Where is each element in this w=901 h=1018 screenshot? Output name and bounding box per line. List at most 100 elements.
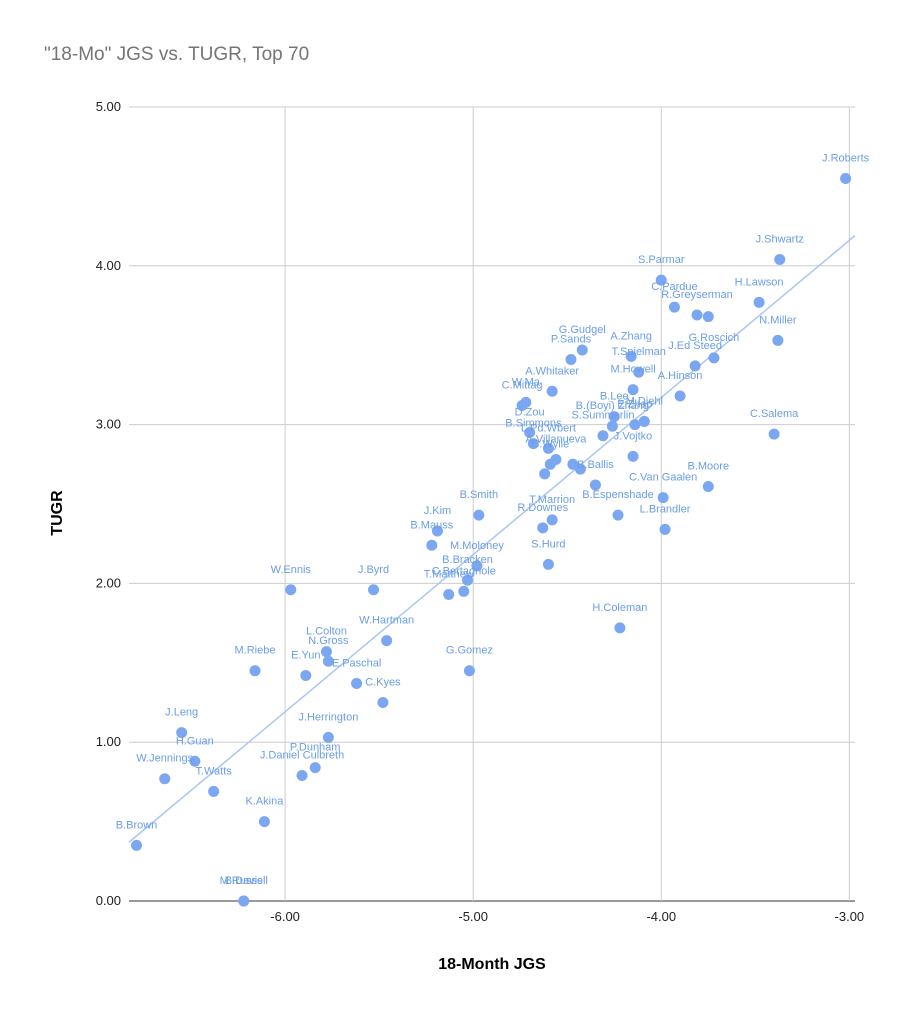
data-point <box>537 522 549 534</box>
data-point-label: B.Lee <box>600 391 629 403</box>
data-point-label: M.Diehl <box>626 395 663 407</box>
data-point-label: C.Van Gaalen <box>629 472 697 484</box>
data-point <box>659 523 671 535</box>
data-point <box>633 366 645 378</box>
data-point-label: L.Brandler <box>640 503 691 515</box>
data-point-label: G.Gomez <box>446 645 493 657</box>
data-point <box>463 665 475 677</box>
data-point-label: T.Watts <box>196 765 233 777</box>
data-point <box>368 584 380 596</box>
data-point-label: S.Hurd <box>531 538 565 550</box>
data-point-label: C.Kyes <box>365 677 401 689</box>
data-point <box>249 665 261 677</box>
gridlines <box>129 106 855 902</box>
data-point-label: B.Moore <box>688 461 730 473</box>
data-point-label: N.Miller <box>759 314 797 326</box>
data-point <box>691 309 703 321</box>
data-point-label: K.Akina <box>245 796 284 808</box>
data-point-label: P.Dunham <box>290 742 341 754</box>
data-point-label: B.Ballis <box>577 459 614 471</box>
data-point-label: J.Herrington <box>298 711 358 723</box>
trendline-layer <box>128 235 856 843</box>
data-point-label: J.Byrd <box>358 564 389 576</box>
data-point <box>655 274 667 286</box>
data-point-label: J.Ed Steed <box>668 340 722 352</box>
data-point <box>189 755 201 767</box>
data-point <box>542 558 554 570</box>
data-point <box>238 895 250 907</box>
data-point <box>539 468 551 480</box>
data-point-label: P.Sands <box>551 333 592 345</box>
data-point <box>708 352 720 364</box>
data-point <box>309 762 321 774</box>
y-tick-label: 4.00 <box>96 258 121 273</box>
data-point-label: M.Russell <box>220 875 268 887</box>
trendline <box>128 235 856 843</box>
data-point <box>589 479 601 491</box>
data-point <box>576 344 588 356</box>
chart-title: "18-Mo" JGS vs. TUGR, Top 70 <box>44 44 310 65</box>
data-point-label: E.Zhao <box>617 399 652 411</box>
data-point-label: T.Marrion <box>529 494 575 506</box>
data-point-label: J.Vojtko <box>614 430 653 442</box>
data-point-label: R.Greyserman <box>661 289 733 301</box>
data-point <box>606 420 618 432</box>
data-point <box>565 353 577 365</box>
data-point <box>296 770 308 782</box>
data-point-label: A.Zhang <box>610 330 652 342</box>
data-point-label: S.Summerlin <box>571 410 634 422</box>
data-point-label: A.Hinson <box>658 370 703 382</box>
data-point <box>377 697 389 708</box>
data-point-label: A.Villanueva <box>525 434 587 446</box>
data-point <box>473 509 485 521</box>
data-point <box>546 514 558 526</box>
data-point <box>627 450 639 462</box>
data-point-label: A.Whitaker <box>525 365 579 377</box>
data-point <box>629 419 641 431</box>
data-point-label: T.Spielman <box>611 346 665 358</box>
data-point <box>627 384 639 396</box>
data-point-label: M.Riebe <box>235 645 276 657</box>
data-point-label: H.Guan <box>176 735 214 747</box>
data-point <box>674 390 686 402</box>
data-point-label: C.Bertagnole <box>432 565 496 577</box>
data-point-label: L.Pd.Wbert <box>521 422 576 434</box>
data-point-label: B.(Boyi) Zhang <box>576 400 649 412</box>
data-point-label: H.Lawson <box>735 276 784 288</box>
data-point-label: J.Leng <box>165 707 198 719</box>
data-point <box>612 509 624 521</box>
data-point <box>431 525 443 537</box>
data-point-label: B.Bracken <box>442 554 493 566</box>
data-point-label: S.Parmar <box>638 254 685 266</box>
data-point <box>159 773 171 785</box>
data-point-label: J.Shwartz <box>756 233 804 245</box>
data-point <box>614 622 626 634</box>
tick-labels: 0.00 1.00 2.00 3.00 4.00 5.00 -6.00 -5.00 -4.00 -… <box>96 99 864 924</box>
point-labels-layer: J.Roberts J.Shwartz H.Lawson N.Miller C.Sale… <box>116 152 870 887</box>
points-layer <box>131 172 852 907</box>
data-point-label: G.Roscich <box>689 332 740 344</box>
data-point <box>208 785 220 797</box>
data-point <box>285 584 297 596</box>
data-point-label: H.Coleman <box>592 602 647 614</box>
data-point-label: E.Paschal <box>332 657 382 669</box>
x-tick-label: -4.00 <box>646 909 676 924</box>
data-point <box>300 670 312 682</box>
data-point-label: M.Moloney <box>450 540 504 552</box>
data-point <box>351 677 363 689</box>
y-tick-label: 2.00 <box>96 575 121 590</box>
y-tick-label: 1.00 <box>96 734 121 749</box>
y-axis-title: TUGR <box>49 490 66 536</box>
data-point <box>381 635 393 647</box>
data-point <box>443 589 455 601</box>
data-point-label: B.Mauss <box>410 519 453 531</box>
data-point <box>320 646 332 658</box>
data-point <box>176 727 188 739</box>
data-point <box>625 350 637 362</box>
y-tick-label: 0.00 <box>96 893 121 908</box>
data-point-label: C.Pardue <box>651 281 697 293</box>
data-point-label: W.Ennis <box>271 564 312 576</box>
data-point-label: D.Zou <box>515 407 545 419</box>
data-point <box>768 428 780 440</box>
